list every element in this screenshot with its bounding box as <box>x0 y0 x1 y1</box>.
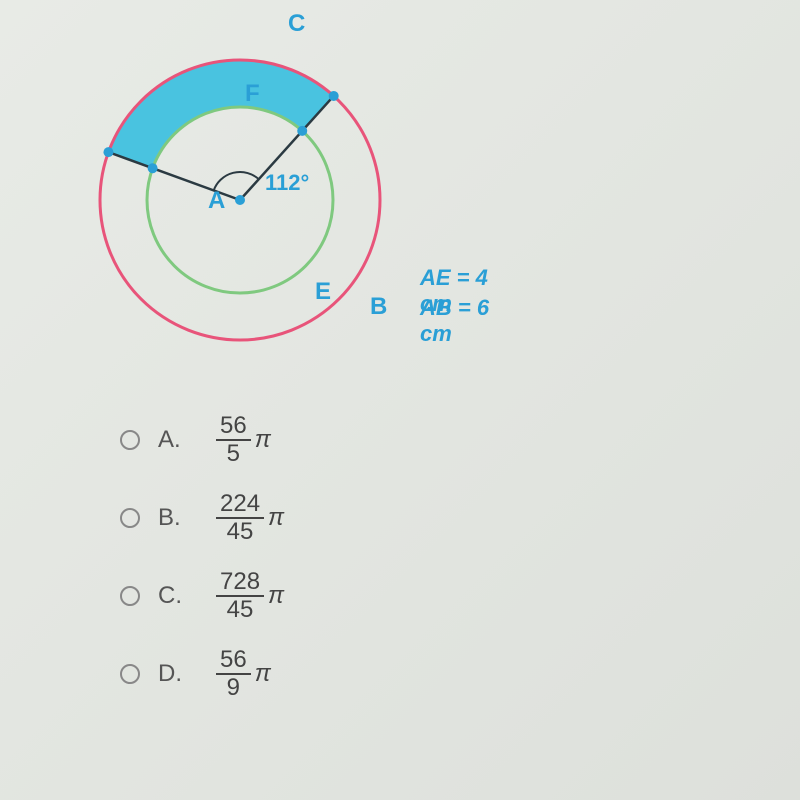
answer-value: 224 45 π <box>216 491 284 546</box>
answer-letter: C. <box>158 582 188 610</box>
answer-value: 728 45 π <box>216 569 284 624</box>
answer-option-A[interactable]: A. 56 5 π <box>120 415 520 465</box>
answer-option-C[interactable]: C. 728 45 π <box>120 571 520 621</box>
answer-option-D[interactable]: D. 56 9 π <box>120 649 520 699</box>
answer-option-B[interactable]: B. 224 45 π <box>120 493 520 543</box>
geometry-diagram: C F A E B 112° AE = 4 cm AB = 6 cm <box>70 10 490 370</box>
answer-value: 56 9 π <box>216 647 271 702</box>
point-label-E: E <box>315 278 331 306</box>
measure-AB: AB = 6 cm <box>420 295 490 347</box>
radio-icon[interactable] <box>120 508 140 528</box>
angle-label: 112° <box>265 170 309 196</box>
point-label-C: C <box>288 10 305 38</box>
point-label-A: A <box>208 187 225 215</box>
answer-letter: B. <box>158 504 188 532</box>
answer-letter: A. <box>158 426 188 454</box>
point-label-F: F <box>245 80 260 108</box>
radio-icon[interactable] <box>120 430 140 450</box>
point-label-B: B <box>370 293 387 321</box>
radio-icon[interactable] <box>120 586 140 606</box>
answer-choices: A. 56 5 π B. 224 45 π C. 728 45 π <box>120 415 520 727</box>
answer-letter: D. <box>158 660 188 688</box>
answer-value: 56 5 π <box>216 413 271 468</box>
radio-icon[interactable] <box>120 664 140 684</box>
